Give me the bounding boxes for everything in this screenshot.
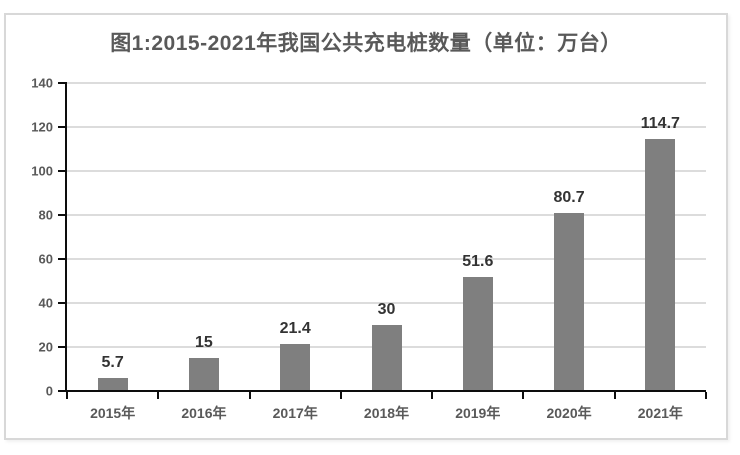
y-tick-label: 20 [38, 339, 53, 355]
y-axis-tick [58, 170, 65, 172]
x-tick-label: 2019年 [455, 405, 501, 421]
chart-title: 图1:2015-2021年我国公共充电桩数量（单位：万台） [110, 32, 622, 55]
y-axis-tick [58, 346, 65, 348]
x-axis-tick [705, 392, 707, 399]
gridline [67, 170, 706, 172]
bar [280, 343, 311, 391]
y-tick-label: 60 [38, 251, 53, 267]
x-tick-label: 2021年 [637, 405, 683, 421]
x-axis-tick [613, 392, 616, 399]
y-tick-label: 80 [38, 207, 53, 223]
bar [97, 378, 128, 391]
gridline [67, 302, 706, 304]
data-label: 5.7 [101, 354, 124, 372]
x-axis-tick [339, 392, 342, 399]
data-label: 30 [377, 301, 396, 318]
y-axis-tick [58, 302, 65, 304]
y-tick-label: 40 [38, 295, 53, 311]
gridline [67, 82, 706, 84]
gridline [67, 214, 706, 216]
y-axis-line [65, 82, 67, 392]
y-axis-tick [58, 82, 65, 84]
x-tick-label: 2018年 [363, 405, 410, 421]
data-label: 114.7 [640, 114, 680, 132]
data-label: 51.6 [462, 253, 494, 271]
x-tick-label: 2017年 [272, 405, 318, 421]
bar [554, 213, 585, 391]
bar [371, 325, 402, 391]
y-axis-tick [58, 126, 65, 128]
plot-area: 0 20 40 60 80 100 120 140 5.7 2015年 15 2016年 21.4 201… [31, 77, 707, 421]
bar [462, 277, 493, 391]
y-axis-tick [58, 390, 65, 392]
y-tick-label: 140 [31, 75, 53, 91]
y-axis-tick [58, 214, 65, 216]
y-tick-label: 120 [31, 119, 53, 135]
bar [645, 138, 676, 391]
x-axis-line [65, 390, 706, 392]
data-label: 80.7 [553, 189, 585, 207]
y-tick-label: 0 [45, 383, 53, 399]
x-tick-label: 2015年 [90, 405, 136, 421]
x-axis-tick [522, 392, 525, 399]
gridline [67, 258, 706, 260]
bar [188, 358, 219, 391]
x-tick-label: 2016年 [181, 405, 227, 421]
chart-frame: 图1:2015-2021年我国公共充电桩数量（单位：万台） 0 20 40 60 80 1… [4, 13, 728, 440]
x-axis-tick [248, 392, 251, 399]
y-tick-label: 100 [31, 163, 53, 179]
y-axis-tick [58, 258, 65, 260]
x-axis-tick [157, 392, 160, 399]
x-tick-label: 2020年 [546, 405, 592, 421]
gridline [67, 126, 706, 128]
data-label: 21.4 [279, 319, 311, 337]
x-axis-tick [431, 392, 434, 399]
x-axis-tick [66, 392, 68, 399]
data-label: 15 [195, 334, 213, 351]
